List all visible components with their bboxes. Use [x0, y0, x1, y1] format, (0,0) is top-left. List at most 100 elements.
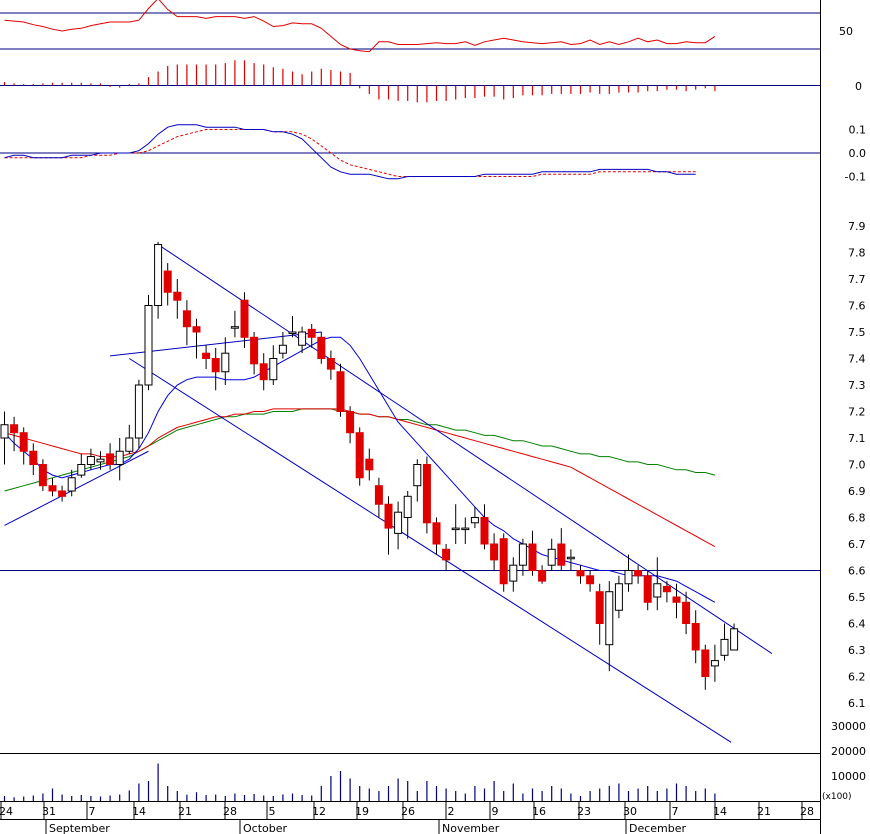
price-tick-label: 6.5	[848, 591, 866, 604]
candle-up	[278, 344, 287, 354]
volume-unit-label: (x100)	[822, 792, 852, 802]
candle-up	[221, 352, 230, 373]
candle-down	[106, 453, 115, 465]
candle-up	[269, 358, 278, 381]
day-label: 5	[269, 805, 276, 818]
month-label: October	[243, 822, 287, 834]
day-label: 9	[492, 805, 499, 818]
candle-down	[442, 548, 451, 561]
day-label: 21	[178, 805, 192, 818]
candle-down	[355, 432, 364, 479]
price-tick-label: 6.8	[848, 512, 866, 525]
candle-down	[58, 490, 67, 497]
month-label: September	[49, 822, 110, 834]
day-label: 2	[448, 805, 455, 818]
candle-down	[480, 517, 489, 545]
price-tick-label: 7.2	[848, 406, 866, 419]
candle-down	[19, 432, 28, 452]
rsi-panel: 50	[0, 0, 853, 53]
price-tick-label: 6.9	[848, 485, 866, 498]
candle-down	[682, 601, 691, 624]
macd-panel: 0.1 0.0 -0.1	[0, 124, 866, 184]
candle-down	[346, 411, 355, 434]
candle-down	[538, 570, 547, 582]
candle-up	[605, 591, 614, 646]
candle-down	[48, 485, 57, 492]
macd-line	[4, 124, 696, 180]
candle-down	[192, 326, 201, 333]
candle-up	[413, 464, 422, 487]
day-label: 7	[672, 805, 679, 818]
candle-down	[163, 270, 172, 293]
candle-down	[307, 328, 316, 338]
candle-up	[144, 305, 153, 386]
candle-up	[710, 660, 719, 667]
trendline-extension	[685, 713, 732, 743]
date-axis: 24 31 7 14 21 28 5 12 19 26 2 9 16 23 30 7 14 21 28 Septemb…	[0, 801, 814, 834]
price-tick-label: 7.6	[848, 300, 866, 313]
price-tick-label: 7.0	[848, 459, 866, 472]
volume-tick-label: 10000	[831, 770, 866, 783]
day-label: 28	[223, 805, 237, 818]
histogram-tick-label: 0	[855, 80, 862, 93]
candle-up	[125, 437, 134, 452]
day-label: 7	[89, 805, 96, 818]
candle-down	[701, 649, 710, 677]
day-label: 14	[132, 805, 146, 818]
candle-down	[250, 336, 259, 365]
price-tick-label: 6.1	[848, 697, 866, 710]
price-tick-label: 6.2	[848, 671, 866, 684]
candle-down	[29, 450, 38, 465]
candle-up	[86, 456, 95, 465]
candle-up	[461, 527, 470, 531]
candle-down	[182, 310, 191, 328]
price-tick-label: 7.4	[848, 353, 866, 366]
candle-up	[470, 517, 479, 524]
candle-up	[96, 458, 105, 463]
candle-up	[730, 628, 739, 651]
candle-up	[288, 331, 297, 334]
candle-up	[0, 424, 9, 439]
candle-up	[451, 527, 460, 531]
candle-up	[154, 244, 163, 307]
rsi-tick-label: 50	[839, 25, 853, 38]
candle-down	[586, 575, 595, 585]
price-tick-label: 6.6	[848, 565, 866, 578]
day-label: 14	[713, 805, 727, 818]
candle-up	[134, 384, 143, 439]
candle-down	[672, 596, 681, 603]
candle-up	[115, 450, 124, 465]
volume-tick-label: 30000	[831, 720, 866, 733]
candle-up	[720, 638, 729, 656]
candle-down	[38, 464, 47, 487]
macd-tick-label: -0.1	[845, 171, 866, 184]
candle-down	[384, 503, 393, 529]
candle-down	[202, 352, 211, 360]
candle-down	[643, 575, 652, 603]
day-label: 26	[401, 805, 415, 818]
candle-up	[67, 477, 76, 492]
candle-up	[547, 548, 556, 566]
day-label: 23	[577, 805, 591, 818]
candle-down	[10, 424, 19, 434]
day-label: 24	[0, 805, 13, 818]
month-label: November	[442, 822, 500, 834]
price-tick-label: 7.8	[848, 247, 866, 260]
candle-up	[230, 326, 239, 329]
macd-tick-label: 0.0	[849, 147, 867, 160]
candle-up	[403, 495, 412, 518]
day-label: 31	[42, 805, 56, 818]
price-tick-label: 7.7	[848, 273, 866, 286]
candle-down	[662, 585, 671, 593]
candle-down	[422, 464, 431, 524]
candle-down	[259, 363, 268, 381]
macd-tick-label: 0.1	[849, 124, 867, 137]
candle-down	[499, 538, 508, 585]
candle-up	[509, 564, 518, 582]
price-tick-label: 7.9	[848, 220, 866, 233]
chart-frame	[0, 0, 821, 834]
trendline	[157, 244, 716, 616]
trendline-extension	[714, 615, 773, 654]
price-tick-label: 6.4	[848, 618, 866, 631]
